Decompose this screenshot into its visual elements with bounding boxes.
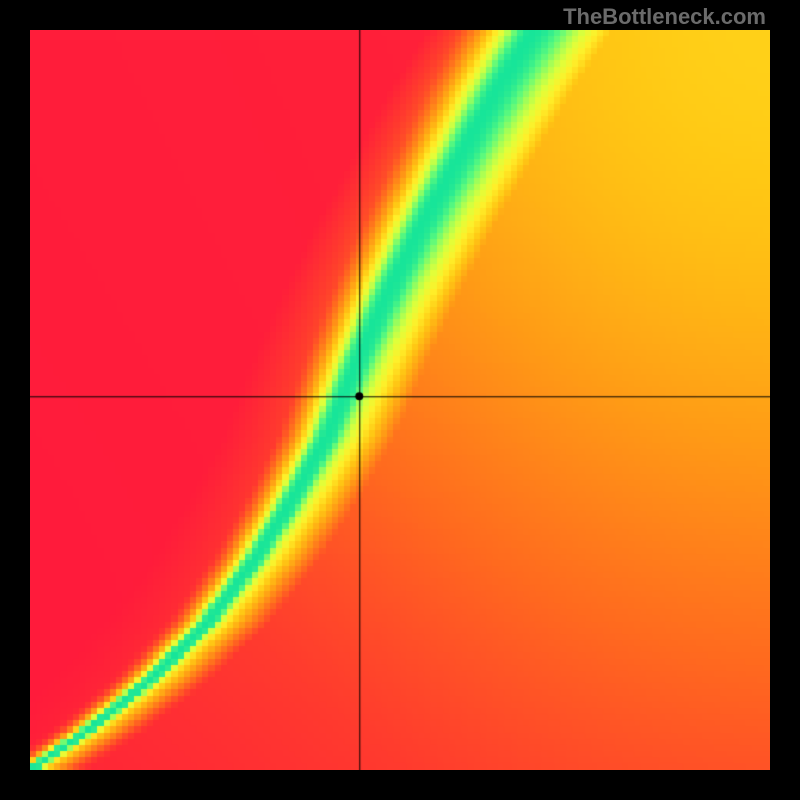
bottleneck-heatmap xyxy=(30,30,770,770)
watermark-text: TheBottleneck.com xyxy=(563,4,766,30)
chart-frame xyxy=(30,30,770,770)
